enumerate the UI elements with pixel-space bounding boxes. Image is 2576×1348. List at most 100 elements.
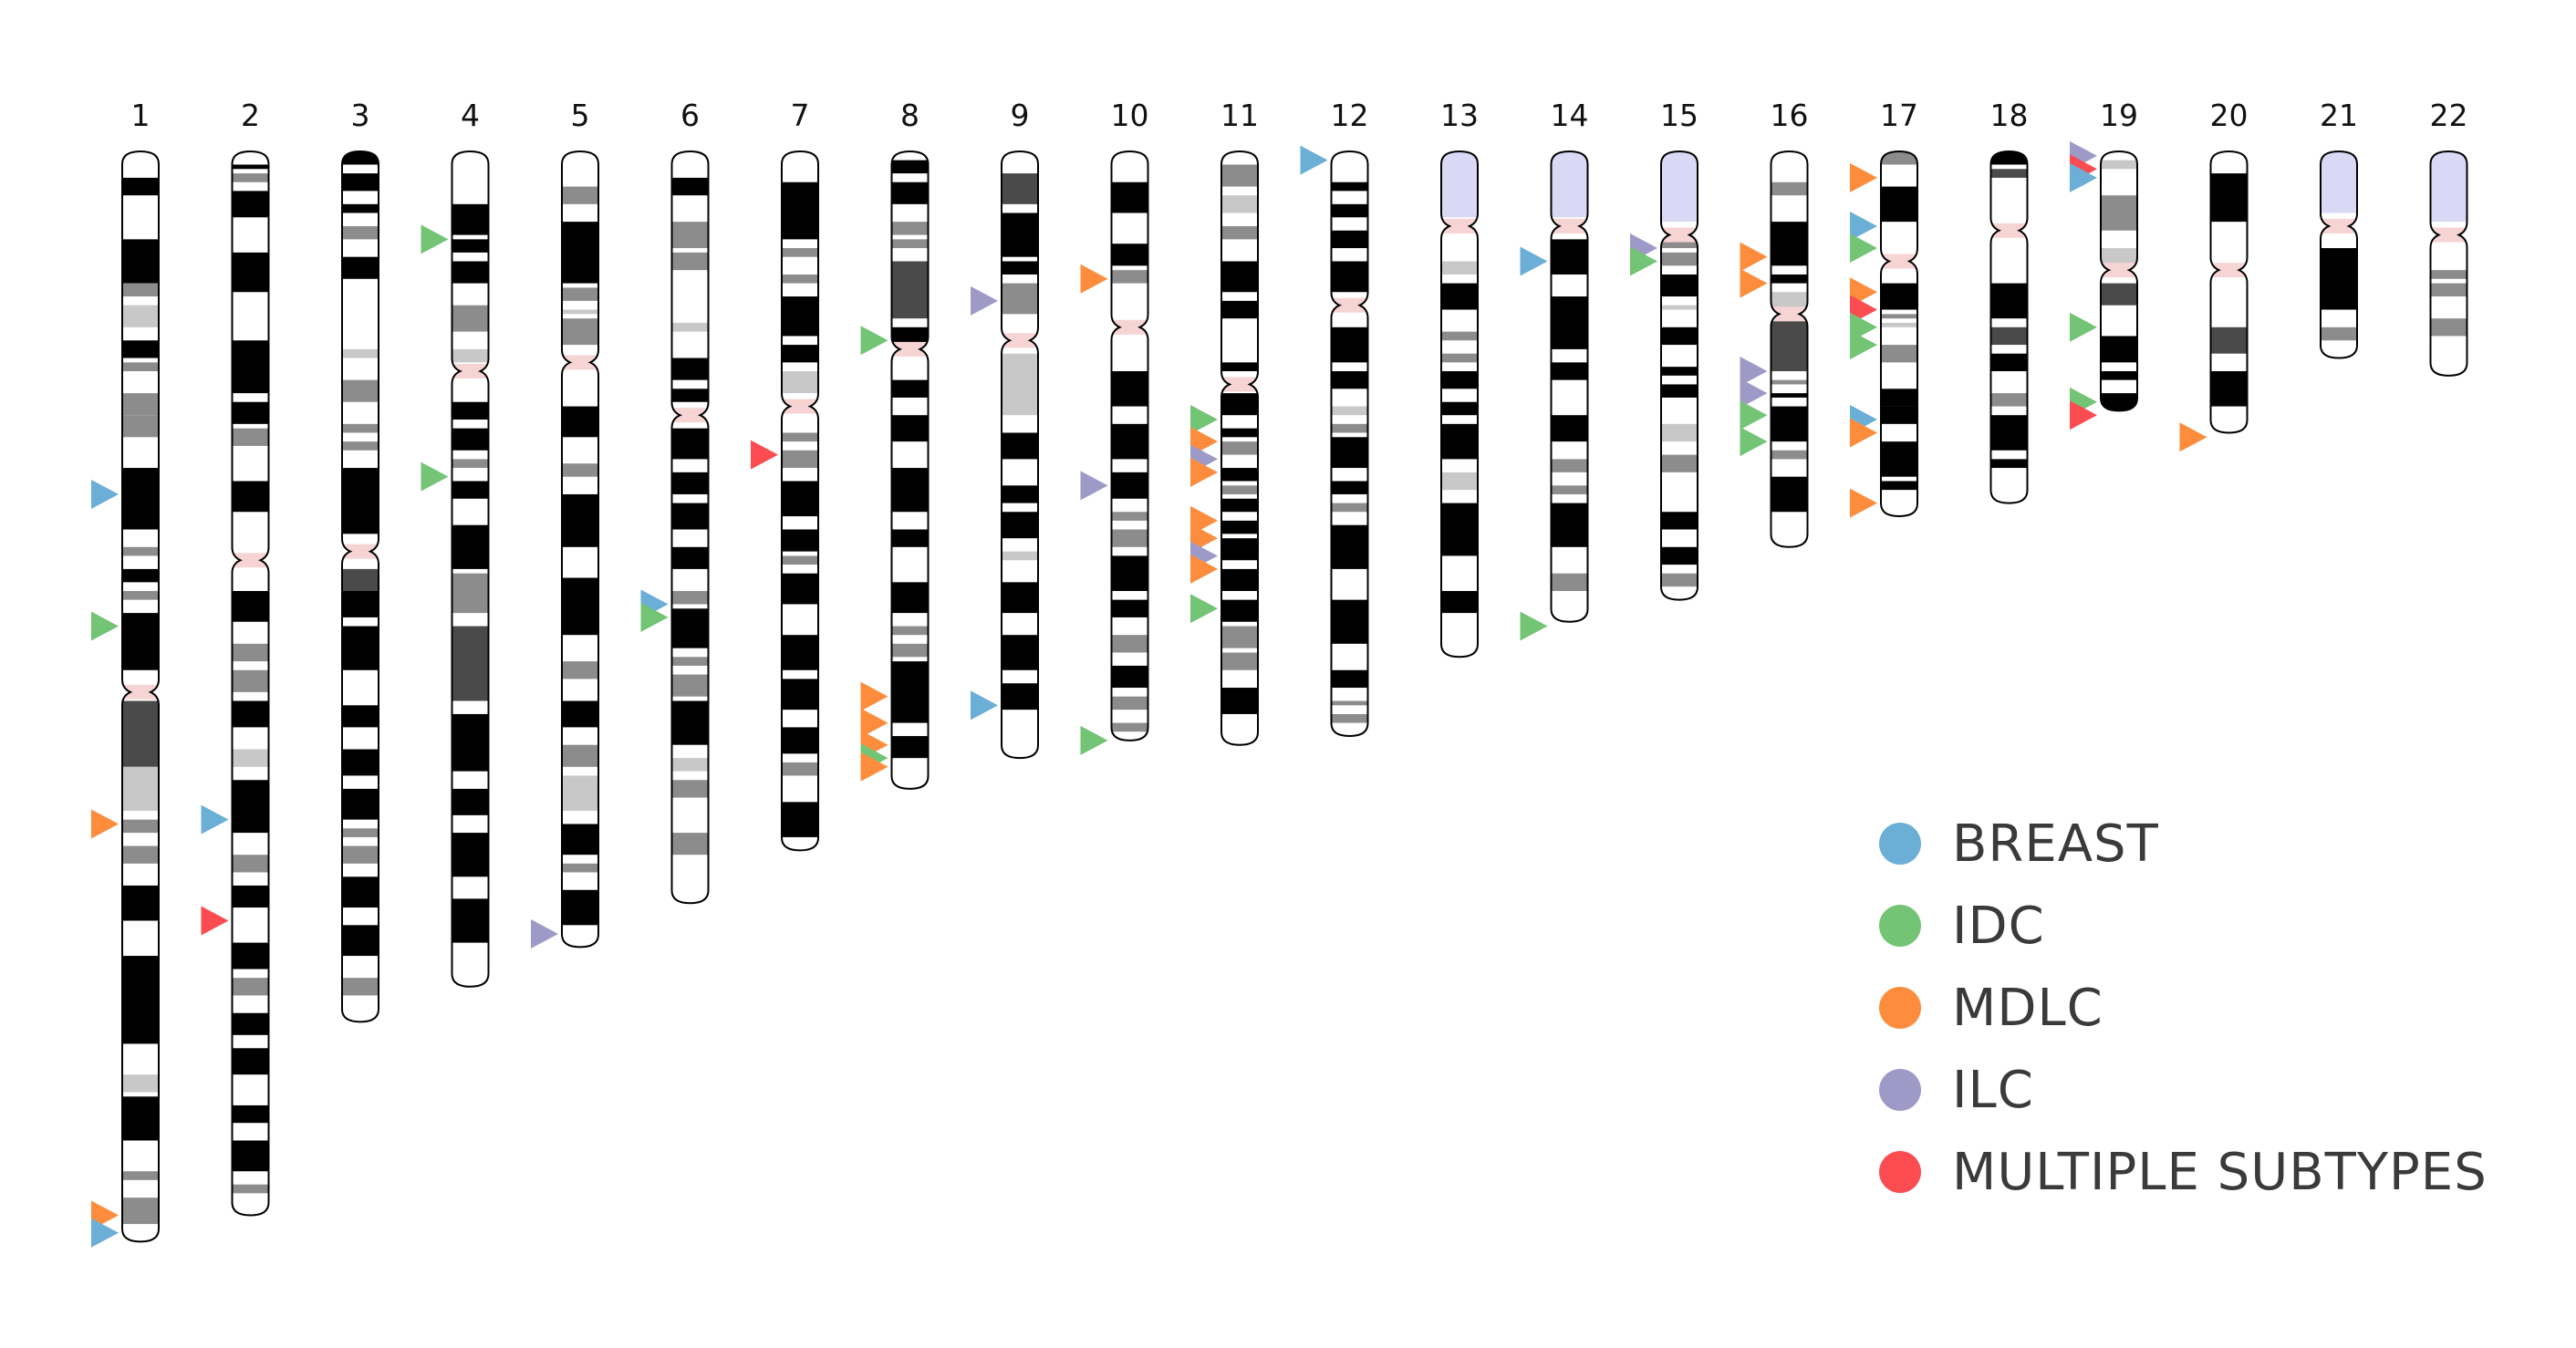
cytoband: [891, 661, 929, 723]
marker-idc: [1190, 405, 1218, 435]
marker-idc: [2070, 312, 2097, 342]
cytoband: [1771, 406, 1808, 442]
cytoband: [1221, 441, 1258, 455]
marker-mdlc: [1850, 418, 1877, 448]
cytoband: [562, 463, 598, 477]
cytoband: [122, 1171, 159, 1180]
cytoband: [1441, 151, 1478, 218]
cytoband: [1331, 503, 1368, 513]
cytoband: [342, 591, 379, 617]
cytoband: [1881, 283, 1917, 310]
cytoband: [342, 626, 379, 670]
cytoband: [1221, 652, 1258, 670]
chromosome-label-17: 17: [1880, 98, 1918, 133]
marker-breast: [201, 804, 229, 835]
cytoband: [2101, 195, 2137, 231]
marker-multiple: [751, 440, 778, 470]
cytoband: [342, 423, 379, 433]
cytoband: [1551, 151, 1588, 218]
cytoband: [1661, 454, 1698, 472]
chromosome-outline: [121, 150, 160, 1243]
cytoband: [1111, 371, 1148, 407]
cytoband: [342, 379, 379, 402]
marker-breast: [971, 690, 998, 721]
cytoband: [562, 309, 598, 315]
chromosome-outline: [231, 150, 270, 1217]
cytoband: [452, 348, 489, 363]
chromosome-outline: [1220, 150, 1259, 746]
cytoband: [232, 780, 269, 834]
chromosome-label-22: 22: [2430, 98, 2468, 133]
cytoband: [232, 978, 269, 996]
marker-idc: [860, 326, 888, 356]
cytoband: [1331, 700, 1368, 706]
marker-breast: [1520, 246, 1548, 276]
cytoband: [1002, 261, 1038, 275]
cytoband: [232, 942, 269, 970]
cytoband: [562, 577, 598, 636]
cytoband: [1551, 573, 1588, 591]
cytoband: [782, 727, 818, 754]
cytoband: [891, 261, 929, 319]
chromosome-9: 9: [971, 98, 1039, 760]
cytoband: [562, 700, 598, 728]
cytoband: [1331, 261, 1368, 293]
chromosome-16: 16: [1740, 98, 1809, 548]
chromosome-label-18: 18: [1990, 98, 2029, 133]
chromosome-label-16: 16: [1771, 98, 1809, 133]
cytoband: [1441, 353, 1478, 363]
cytoband: [1771, 476, 1808, 513]
cytoband: [562, 889, 598, 926]
cytoband: [122, 468, 159, 530]
legend-item-ilc: ILC: [1879, 1049, 2488, 1131]
marker-multiple: [2070, 400, 2097, 430]
cytoband: [232, 855, 269, 873]
cytoband: [342, 749, 379, 776]
cytoband: [1111, 270, 1148, 284]
cytoband: [452, 788, 489, 815]
cytoband: [122, 393, 159, 416]
cytoband: [122, 546, 159, 556]
legend-dot-ilc: [1879, 1069, 1921, 1111]
legend-label-mdlc: MDLC: [1952, 978, 2103, 1038]
cytoband: [1881, 345, 1917, 363]
chromosome-20: 20: [2179, 98, 2249, 452]
chromosome-outline: [2429, 150, 2468, 377]
cytoband: [1551, 459, 1588, 472]
cytoband: [891, 582, 929, 614]
cytoband: [1771, 274, 1808, 284]
cytoband: [232, 749, 269, 767]
cytoband: [1002, 432, 1038, 460]
chromosome-label-6: 6: [680, 98, 700, 133]
cytoband: [2101, 283, 2137, 306]
cytoband: [232, 428, 269, 446]
cytoband: [782, 762, 818, 776]
cytoband: [562, 661, 598, 679]
cytoband: [891, 643, 929, 658]
cytoband: [342, 876, 379, 908]
cytoband: [1441, 423, 1478, 460]
cytoband: [1771, 181, 1808, 196]
cytoband: [1002, 551, 1038, 561]
cytoband: [1881, 151, 1917, 165]
cytoband: [452, 305, 489, 332]
chromosome-label-7: 7: [791, 98, 810, 133]
cytoband: [562, 863, 598, 873]
cytoband: [1002, 582, 1038, 614]
cytoband: [782, 345, 818, 363]
cytoband: [671, 177, 709, 196]
chromosome-1: 1: [91, 98, 160, 1248]
chromosome-outline: [341, 150, 379, 1023]
cytoband: [1441, 283, 1478, 310]
cytoband: [1221, 300, 1258, 319]
chromosome-7: 7: [751, 98, 819, 852]
cytoband: [782, 274, 818, 284]
cytoband: [1221, 428, 1258, 438]
marker-idc: [1740, 400, 1768, 430]
chromosome-label-8: 8: [900, 98, 919, 133]
chromosome-outline: [2209, 150, 2249, 434]
cytoband: [232, 1012, 269, 1035]
cytoband: [232, 1048, 269, 1075]
cytoband: [671, 428, 709, 460]
marker-breast: [1850, 211, 1877, 241]
